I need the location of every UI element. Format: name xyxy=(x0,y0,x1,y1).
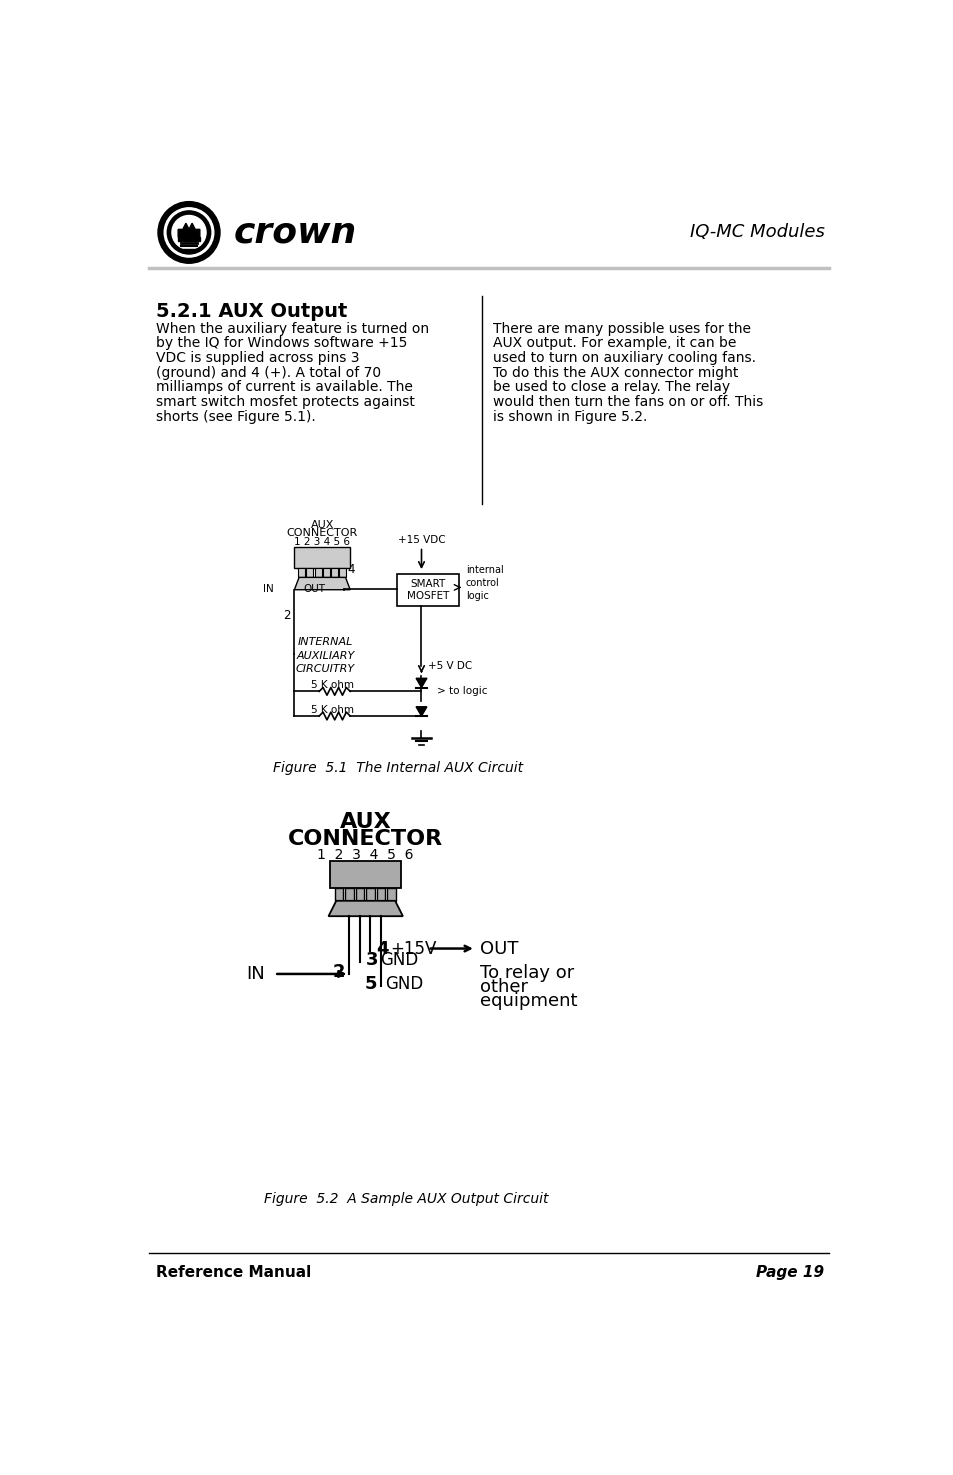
Bar xyxy=(396,574,458,606)
Bar xyxy=(355,888,364,901)
Text: OUT: OUT xyxy=(480,940,518,957)
Bar xyxy=(322,568,330,577)
Text: by the IQ for Windows software +15: by the IQ for Windows software +15 xyxy=(156,336,407,351)
Text: is shown in Figure 5.2.: is shown in Figure 5.2. xyxy=(493,410,646,423)
Polygon shape xyxy=(178,237,199,240)
Text: To relay or: To relay or xyxy=(480,965,574,982)
Text: 4: 4 xyxy=(376,940,389,957)
Bar xyxy=(331,568,337,577)
Bar xyxy=(330,861,401,888)
Circle shape xyxy=(172,215,206,249)
Text: be used to close a relay. The relay: be used to close a relay. The relay xyxy=(493,381,729,394)
Text: 2: 2 xyxy=(283,609,291,622)
Bar xyxy=(314,568,321,577)
Text: Figure  5.2  A Sample AUX Output Circuit: Figure 5.2 A Sample AUX Output Circuit xyxy=(263,1192,548,1207)
Text: milliamps of current is available. The: milliamps of current is available. The xyxy=(156,381,413,394)
Text: Figure  5.1  The Internal AUX Circuit: Figure 5.1 The Internal AUX Circuit xyxy=(273,761,523,774)
Bar xyxy=(338,568,346,577)
Bar xyxy=(387,888,395,901)
Bar xyxy=(345,888,354,901)
Text: SMART
MOSFET: SMART MOSFET xyxy=(406,578,449,600)
Text: CONNECTOR: CONNECTOR xyxy=(286,528,357,538)
Circle shape xyxy=(167,211,211,254)
Text: When the auxiliary feature is turned on: When the auxiliary feature is turned on xyxy=(156,322,429,336)
Bar xyxy=(366,888,375,901)
Circle shape xyxy=(164,208,213,257)
Text: INTERNAL
AUXILIARY
CIRCUITRY: INTERNAL AUXILIARY CIRCUITRY xyxy=(295,637,355,674)
Text: +15V: +15V xyxy=(390,940,436,957)
Polygon shape xyxy=(328,901,402,916)
Bar xyxy=(294,547,350,568)
Bar xyxy=(306,568,313,577)
Text: CONNECTOR: CONNECTOR xyxy=(288,829,443,850)
Text: > to logic: > to logic xyxy=(436,686,487,696)
Text: AUX output. For example, it can be: AUX output. For example, it can be xyxy=(493,336,736,351)
Text: 5: 5 xyxy=(364,975,376,993)
Text: used to turn on auxiliary cooling fans.: used to turn on auxiliary cooling fans. xyxy=(493,351,755,364)
Text: 1 2 3 4 5 6: 1 2 3 4 5 6 xyxy=(294,537,350,547)
Text: +15 VDC: +15 VDC xyxy=(397,535,445,546)
Text: shorts (see Figure 5.1).: shorts (see Figure 5.1). xyxy=(156,410,315,423)
Text: would then turn the fans on or off. This: would then turn the fans on or off. This xyxy=(493,395,762,409)
Text: (ground) and 4 (+). A total of 70: (ground) and 4 (+). A total of 70 xyxy=(156,366,381,379)
Text: internal
control
logic: internal control logic xyxy=(465,565,503,600)
Polygon shape xyxy=(178,223,199,237)
Text: smart switch mosfet protects against: smart switch mosfet protects against xyxy=(156,395,415,409)
Text: equipment: equipment xyxy=(480,991,578,1010)
Text: IN: IN xyxy=(246,965,265,982)
Text: 1  2  3  4  5  6: 1 2 3 4 5 6 xyxy=(317,848,414,863)
Text: crown: crown xyxy=(233,215,356,249)
Text: GND: GND xyxy=(379,951,417,969)
Text: GND: GND xyxy=(384,975,422,993)
Text: IQ-MC Modules: IQ-MC Modules xyxy=(689,223,823,242)
Text: other: other xyxy=(480,978,528,996)
Text: AUX: AUX xyxy=(311,519,334,530)
Circle shape xyxy=(158,202,220,263)
Text: Page 19: Page 19 xyxy=(756,1266,823,1280)
Text: OUT: OUT xyxy=(303,584,325,594)
Text: To do this the AUX connector might: To do this the AUX connector might xyxy=(493,366,738,379)
Text: Reference Manual: Reference Manual xyxy=(156,1266,312,1280)
Polygon shape xyxy=(294,577,350,590)
Text: IN: IN xyxy=(263,584,274,594)
Text: 5 K ohm: 5 K ohm xyxy=(311,705,355,715)
Text: AUX: AUX xyxy=(339,813,391,832)
Text: +5 V DC: +5 V DC xyxy=(427,661,472,671)
Text: 5.2.1 AUX Output: 5.2.1 AUX Output xyxy=(156,302,348,320)
Polygon shape xyxy=(416,707,427,715)
Text: There are many possible uses for the: There are many possible uses for the xyxy=(493,322,750,336)
Polygon shape xyxy=(416,678,427,687)
Text: 3: 3 xyxy=(366,951,378,969)
Bar xyxy=(335,888,343,901)
Text: 4: 4 xyxy=(348,563,355,577)
Text: VDC is supplied across pins 3: VDC is supplied across pins 3 xyxy=(156,351,359,364)
Text: 5 K ohm: 5 K ohm xyxy=(311,680,355,690)
Text: 2: 2 xyxy=(333,963,345,981)
Bar xyxy=(376,888,385,901)
Bar xyxy=(298,568,305,577)
